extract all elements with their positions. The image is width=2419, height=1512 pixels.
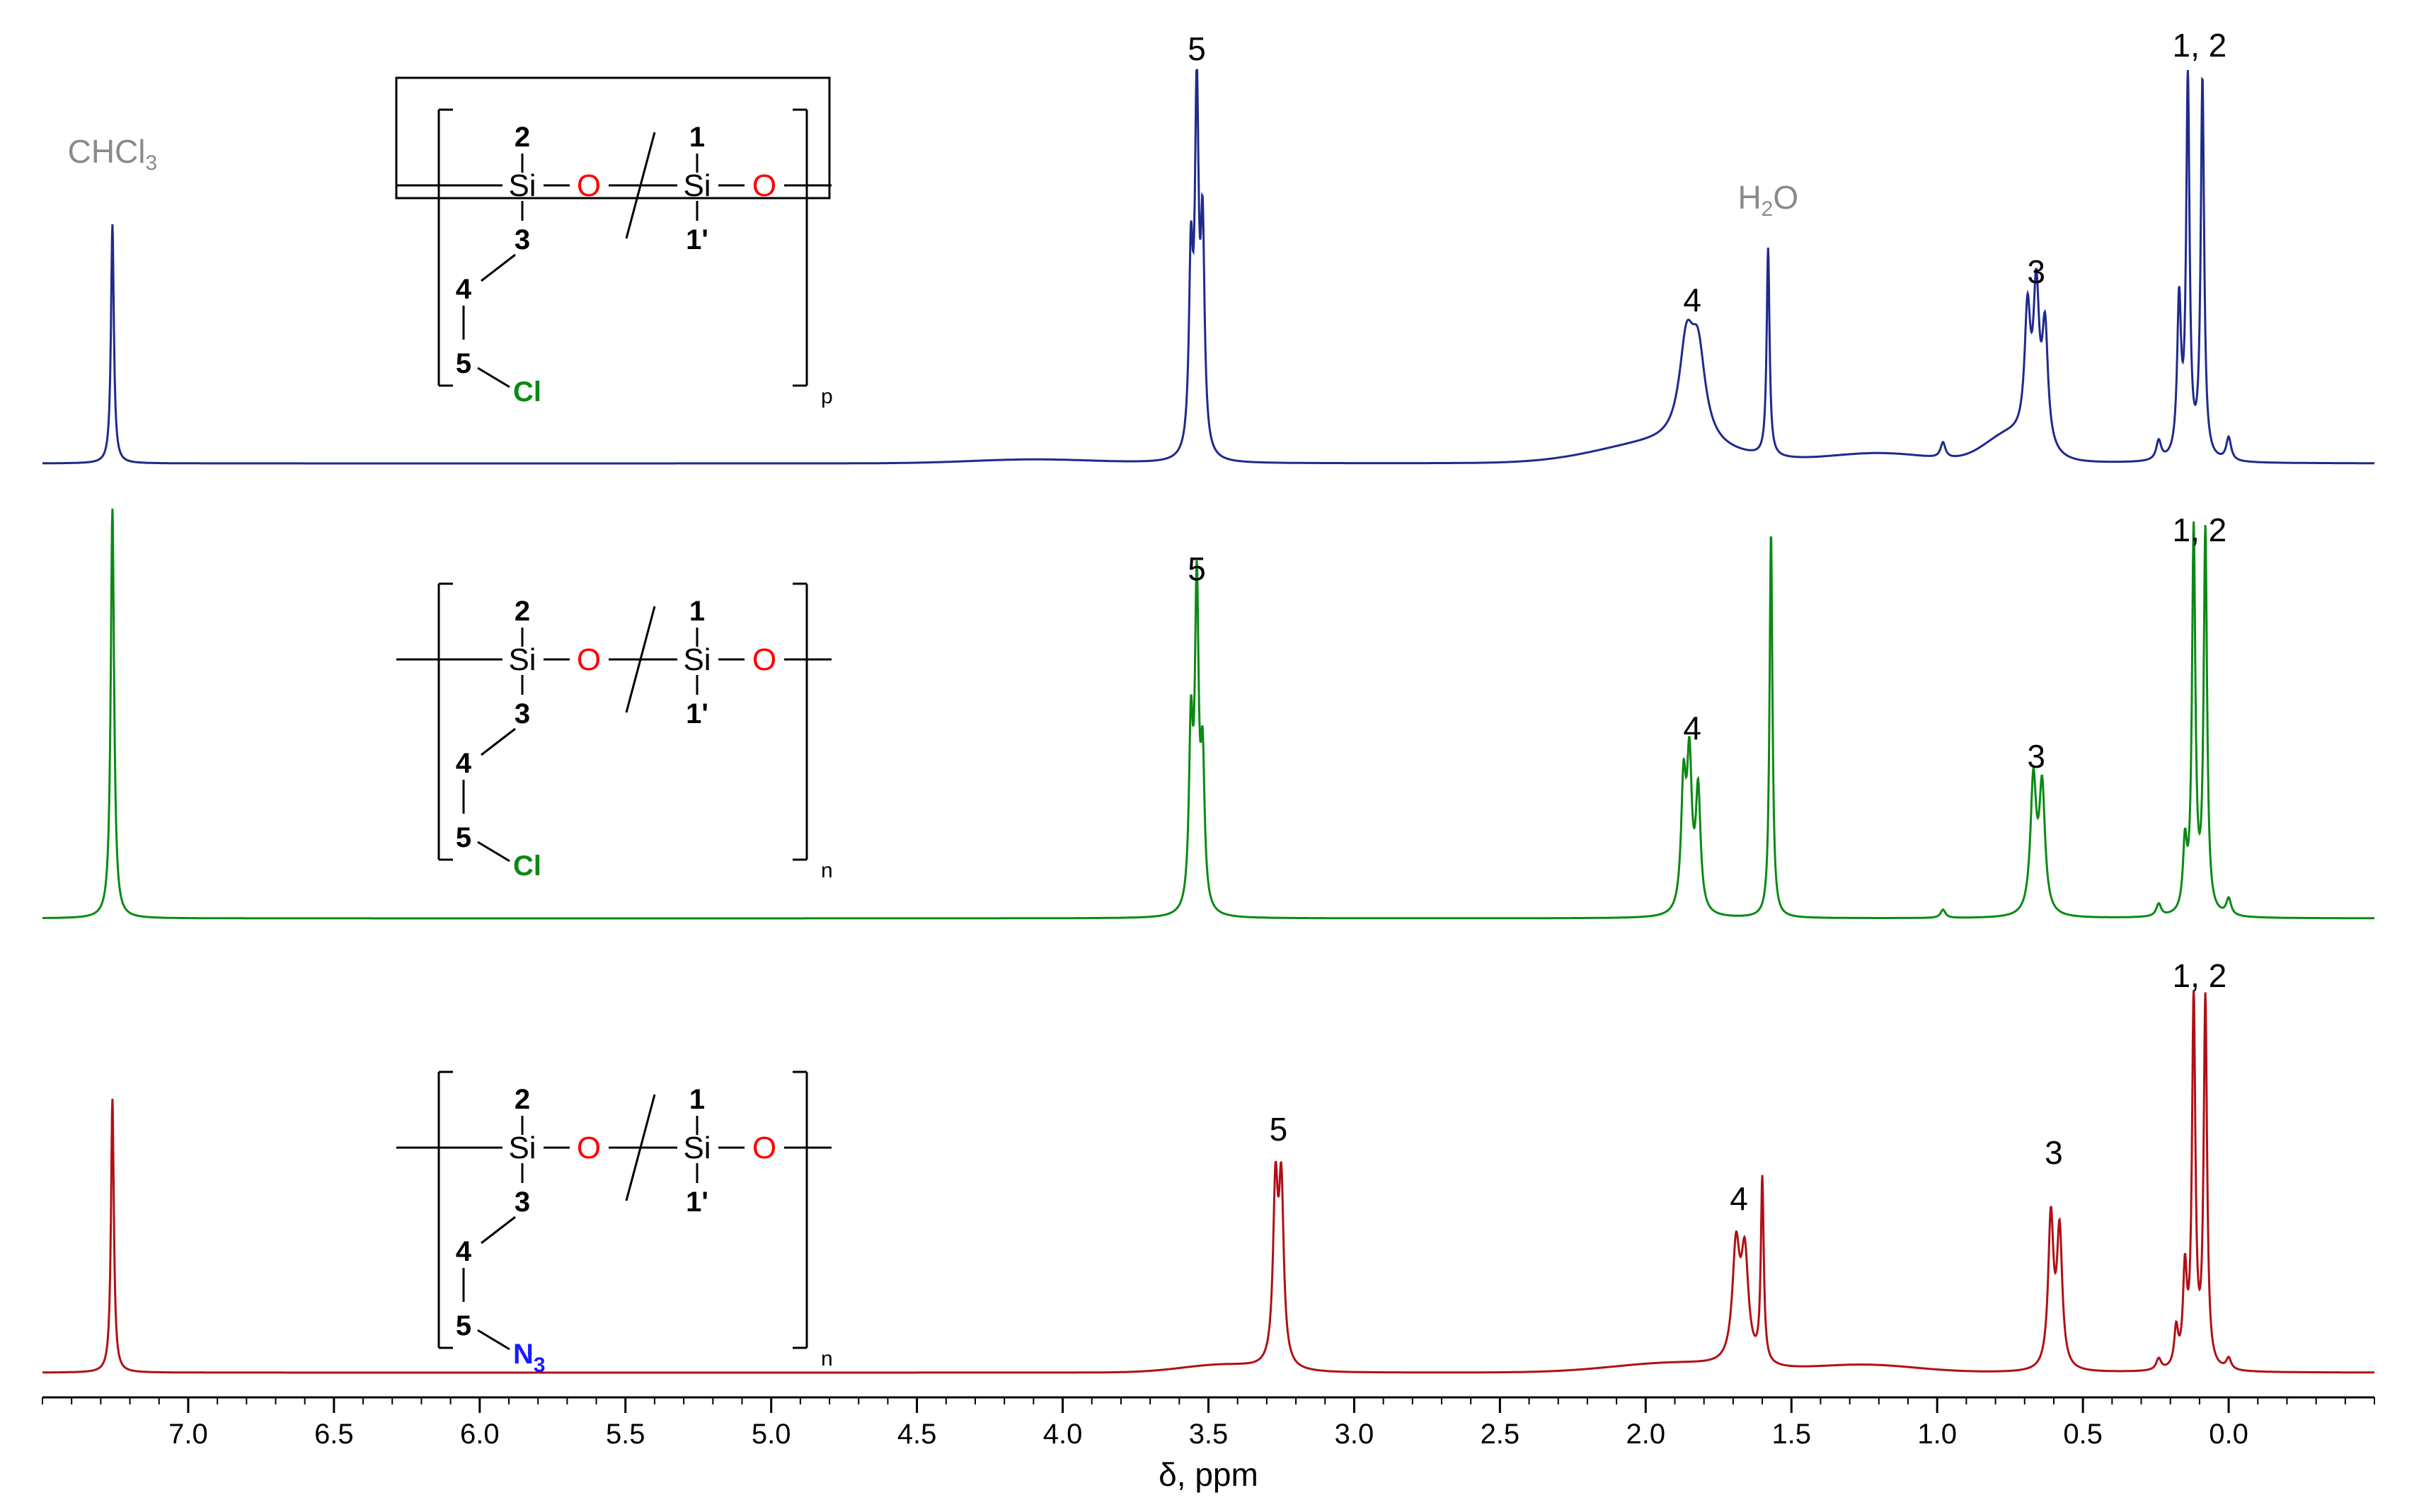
structure-text: Si <box>683 1131 711 1165</box>
structure-text: O <box>752 168 776 203</box>
peak-label: 5 <box>1270 1111 1288 1148</box>
peak-label: 1, 2 <box>2173 512 2227 548</box>
peak-label: 3 <box>2027 253 2045 290</box>
structure-text: 1 <box>689 1084 705 1115</box>
structure-text: O <box>577 642 601 677</box>
peak-label: 3 <box>2045 1134 2063 1171</box>
structure-subscript: n <box>821 859 833 882</box>
structure-text: 4 <box>456 748 472 779</box>
x-tick-label: 7.0 <box>168 1419 208 1450</box>
structure-text: 1' <box>686 698 708 729</box>
structure-text: O <box>752 1131 776 1165</box>
x-tick-label: 3.0 <box>1335 1419 1374 1450</box>
x-tick-label: 6.0 <box>460 1419 500 1450</box>
x-tick-label: 2.5 <box>1481 1419 1520 1450</box>
x-tick-label: 4.0 <box>1043 1419 1083 1450</box>
structure-text: 2 <box>515 596 530 627</box>
peak-label: 1, 2 <box>2173 27 2227 64</box>
structure-text: 3 <box>515 698 530 729</box>
x-tick-label: 0.0 <box>2209 1419 2248 1450</box>
peak-label: 3 <box>2027 738 2045 775</box>
spectrum-line-3 <box>42 990 2374 1374</box>
x-axis: 7.0 6.5 6.0 5.5 5.0 4.5 4.0 3.5 3.0 2.5 2.0 1.5 1.0 0… <box>42 1396 2375 1450</box>
structure-middle: n Si O Si O 2 3 1 1' 4 5 Cl <box>396 582 833 882</box>
x-tick-label: 3.5 <box>1189 1419 1229 1450</box>
structure-subscript: n <box>821 1347 833 1370</box>
spectra-layer <box>42 69 2374 1374</box>
structure-text: O <box>577 168 601 203</box>
structure-text: Si <box>508 642 536 677</box>
x-tick-label: 5.0 <box>752 1419 791 1450</box>
x-tick-label: 4.5 <box>897 1419 937 1450</box>
peak-label: H2O <box>1737 179 1798 221</box>
x-tick-label: 1.5 <box>1771 1419 1811 1450</box>
x-tick-label: 5.5 <box>606 1419 645 1450</box>
structure-text: 5 <box>456 348 471 379</box>
peak-label: 1, 2 <box>2173 957 2227 994</box>
x-tick-label: 1.0 <box>1917 1419 1957 1450</box>
structure-bottom: n Si O Si O 2 3 1 1' 4 5 N3 <box>396 1070 833 1377</box>
structure-subscript: p <box>821 385 833 408</box>
structure-text: O <box>752 642 776 677</box>
structure-end-group: Cl <box>513 376 541 408</box>
peak-label: 5 <box>1188 30 1206 67</box>
structure-end-group: N3 <box>513 1339 546 1377</box>
structure-text: 3 <box>515 1187 530 1218</box>
x-tick-label: 2.0 <box>1626 1419 1666 1450</box>
structure-text: 5 <box>456 822 471 853</box>
structure-text: 2 <box>515 122 530 153</box>
structure-text: O <box>577 1131 601 1165</box>
x-tick-label: 6.5 <box>314 1419 354 1450</box>
peak-label: 4 <box>1683 710 1701 746</box>
spectrum-line-1 <box>42 69 2374 465</box>
structure-end-group: Cl <box>513 850 541 882</box>
structure-text: 4 <box>456 1236 472 1267</box>
x-axis-title: δ, ppm <box>1159 1456 1258 1493</box>
structure-text: Si <box>508 168 536 203</box>
peak-label: CHCl3 <box>68 133 158 175</box>
structure-text: Si <box>683 642 711 677</box>
structure-text: Si <box>683 168 711 203</box>
structure-text: 2 <box>515 1084 530 1115</box>
structure-text: 5 <box>456 1310 471 1341</box>
peak-label: 5 <box>1188 550 1206 587</box>
structure-text: 1' <box>686 1187 708 1218</box>
structures-layer: p Si O Si O 2 3 1 1' 4 5 Cl n Si O Si O 2 3 1 1' 4 5 Cl n Si O Si O 2… <box>395 76 833 1377</box>
structure-text: 3 <box>515 224 530 255</box>
structure-text: 4 <box>456 274 472 305</box>
structure-text: 1 <box>689 596 705 627</box>
structure-text: Si <box>508 1131 536 1165</box>
spectrum-line-2 <box>42 508 2374 920</box>
structure-top: p Si O Si O 2 3 1 1' 4 5 Cl <box>395 76 833 408</box>
peak-label: 4 <box>1683 282 1701 318</box>
peak-labels-layer: CHCl3 5 H2O 4 3 1, 2 5 4 3 1, 2 5 4 3 1, 2 <box>68 27 2227 1217</box>
peak-label: 4 <box>1730 1180 1748 1217</box>
structure-text: 1 <box>689 122 705 153</box>
x-tick-label: 0.5 <box>2063 1419 2103 1450</box>
structure-text: 1' <box>686 224 708 255</box>
